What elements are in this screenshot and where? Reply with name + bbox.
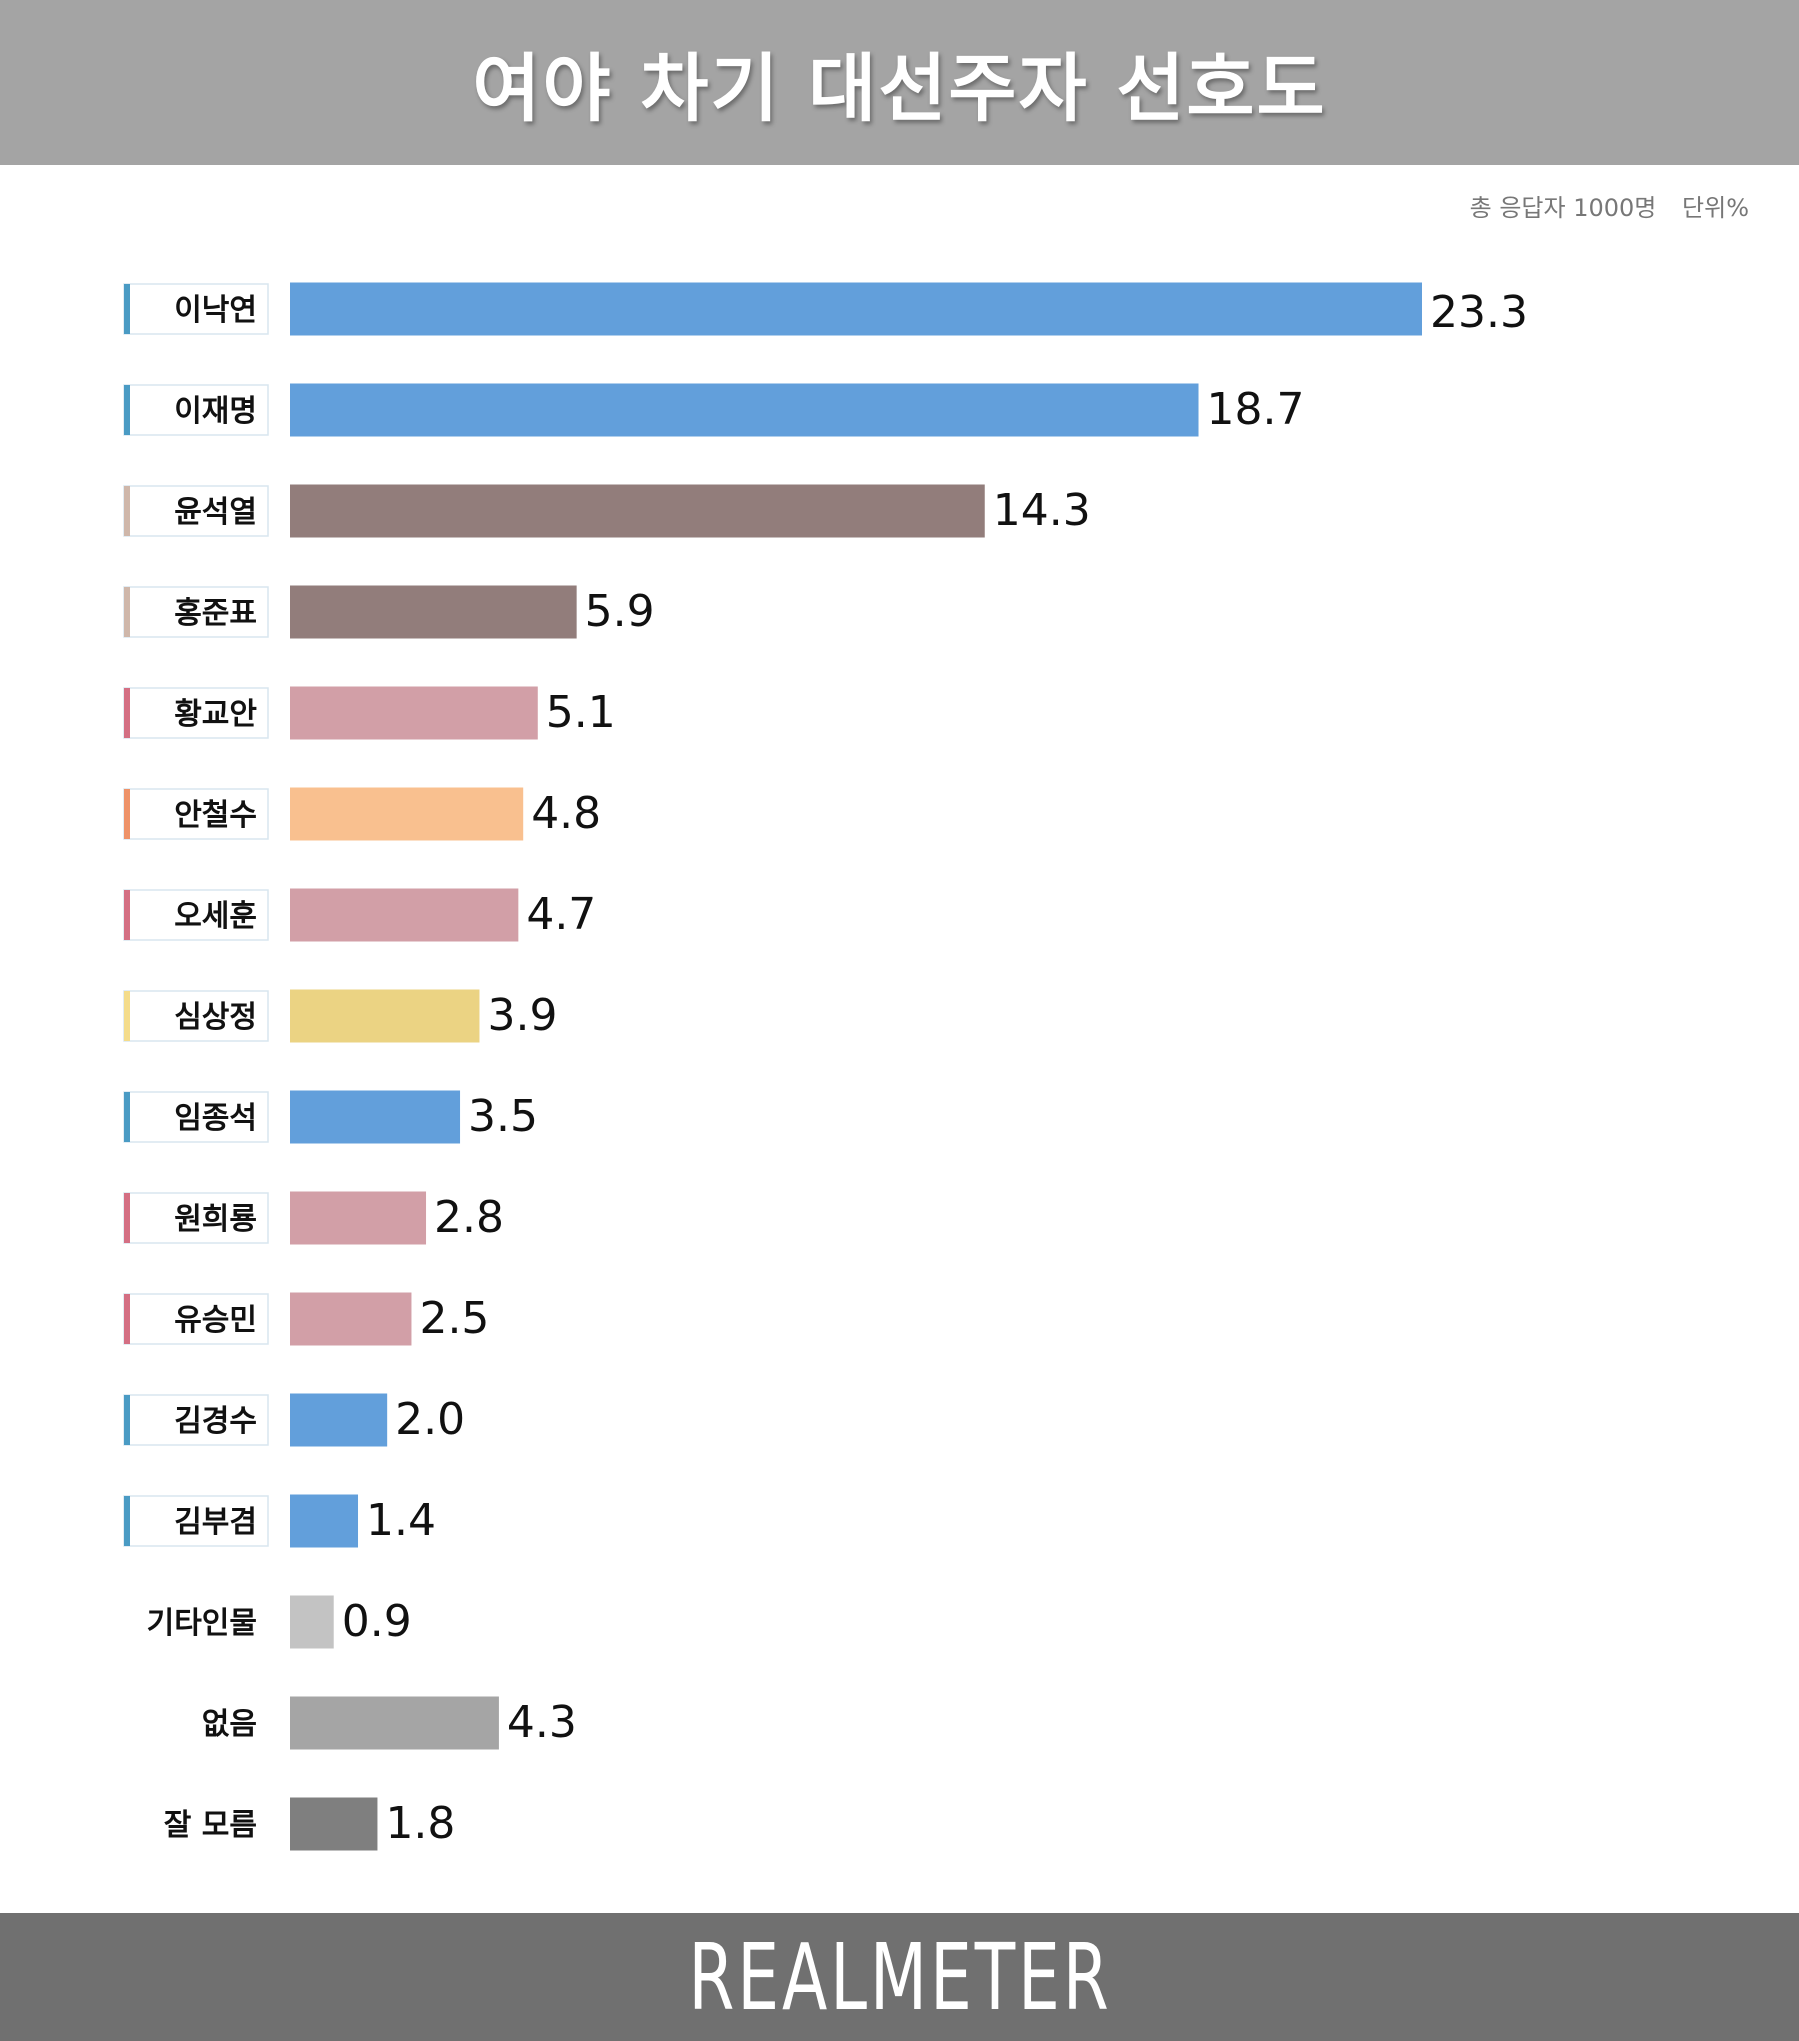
respondent-count: 총 응답자 1000명 bbox=[1469, 194, 1657, 222]
unit-label: 단위% bbox=[1682, 194, 1749, 222]
party-color-marker bbox=[124, 1092, 130, 1142]
data-label: 5.9 bbox=[585, 586, 655, 637]
data-label: 3.9 bbox=[487, 990, 557, 1041]
bar bbox=[290, 1494, 359, 1548]
category-label: 원희룡 bbox=[174, 1202, 257, 1237]
data-label: 5.1 bbox=[546, 687, 616, 738]
party-color-marker bbox=[124, 385, 130, 435]
bar bbox=[290, 888, 519, 942]
category-label: 잘 모름 bbox=[164, 1808, 257, 1843]
category-label: 심상정 bbox=[174, 1000, 257, 1035]
party-color-marker bbox=[124, 1496, 130, 1546]
bar bbox=[290, 989, 480, 1043]
party-color-marker bbox=[124, 688, 130, 738]
category-label: 안철수 bbox=[174, 798, 257, 833]
party-color-marker bbox=[124, 789, 130, 839]
candidate-label-box bbox=[123, 990, 269, 1042]
candidate-label-box bbox=[123, 687, 269, 739]
data-label: 2.0 bbox=[395, 1394, 465, 1445]
bar bbox=[290, 1797, 378, 1851]
data-label: 4.3 bbox=[507, 1697, 577, 1748]
bar bbox=[290, 282, 1422, 336]
data-label: 18.7 bbox=[1207, 384, 1305, 435]
bar bbox=[290, 383, 1199, 437]
category-label: 이낙연 bbox=[174, 293, 257, 328]
category-label: 이재명 bbox=[174, 394, 257, 429]
candidate-label-box bbox=[123, 1495, 269, 1547]
party-color-marker bbox=[124, 284, 130, 334]
party-color-marker bbox=[124, 587, 130, 637]
survey-meta: 총 응답자 1000명 단위% bbox=[1470, 188, 1749, 223]
brand-logo: REALMETER bbox=[687, 1923, 1112, 2031]
data-label: 0.9 bbox=[342, 1596, 412, 1647]
data-label: 1.4 bbox=[366, 1495, 436, 1546]
data-label: 1.8 bbox=[385, 1798, 455, 1849]
bar bbox=[290, 1191, 427, 1245]
party-color-marker bbox=[124, 890, 130, 940]
category-label: 임종석 bbox=[174, 1101, 257, 1136]
candidate-label-box bbox=[123, 283, 269, 335]
data-label: 3.5 bbox=[468, 1091, 538, 1142]
chart-header: 여야 차기 대선주자 선호도 bbox=[0, 0, 1799, 165]
candidate-label-box bbox=[123, 1091, 269, 1143]
bar bbox=[290, 1696, 499, 1750]
party-color-marker bbox=[124, 1395, 130, 1445]
data-label: 4.8 bbox=[531, 788, 601, 839]
bar bbox=[290, 1090, 461, 1144]
chart-title: 여야 차기 대선주자 선호도 bbox=[472, 46, 1327, 132]
candidate-label-box bbox=[123, 384, 269, 436]
bar bbox=[290, 484, 985, 538]
bar-chart: 이낙연 23.3 이재명 18.7 윤석열 14.3 홍준표 5.9 황교안 5.1 안철수 4.8 오… bbox=[123, 282, 1528, 1851]
data-label: 2.8 bbox=[434, 1192, 504, 1243]
candidate-label-box bbox=[123, 485, 269, 537]
party-color-marker bbox=[124, 1193, 130, 1243]
bar bbox=[290, 585, 577, 639]
bar bbox=[290, 787, 524, 841]
category-label: 김경수 bbox=[174, 1404, 257, 1439]
category-label: 오세훈 bbox=[174, 899, 257, 934]
bar bbox=[290, 1393, 388, 1447]
data-label: 2.5 bbox=[419, 1293, 489, 1344]
candidate-label-box bbox=[123, 586, 269, 638]
party-color-marker bbox=[124, 486, 130, 536]
bar bbox=[290, 686, 538, 740]
category-label: 황교안 bbox=[174, 697, 257, 732]
category-label: 홍준표 bbox=[174, 596, 257, 631]
category-label: 기타인물 bbox=[147, 1606, 257, 1641]
party-color-marker bbox=[124, 991, 130, 1041]
data-label: 14.3 bbox=[993, 485, 1091, 536]
candidate-label-box bbox=[123, 1192, 269, 1244]
category-label: 없음 bbox=[202, 1707, 257, 1742]
data-label: 4.7 bbox=[526, 889, 596, 940]
data-label: 23.3 bbox=[1430, 287, 1528, 338]
party-color-marker bbox=[124, 1294, 130, 1344]
category-label: 유승민 bbox=[174, 1303, 257, 1338]
chart-footer: REALMETER bbox=[0, 1913, 1799, 2041]
category-label: 윤석열 bbox=[174, 495, 257, 530]
candidate-label-box bbox=[123, 1394, 269, 1446]
candidate-label-box bbox=[123, 1293, 269, 1345]
bar bbox=[290, 1292, 412, 1346]
category-label: 김부겸 bbox=[174, 1505, 257, 1540]
bar bbox=[290, 1595, 334, 1649]
candidate-label-box bbox=[123, 788, 269, 840]
